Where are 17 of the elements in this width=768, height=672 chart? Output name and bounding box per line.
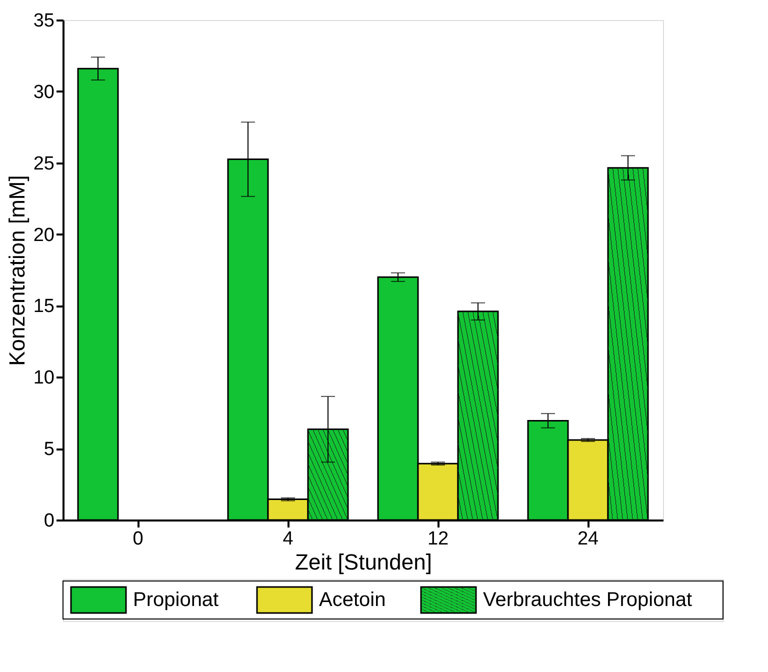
legend-label: Propionat	[133, 589, 220, 611]
x-axis-title: Zeit [Stunden]	[295, 550, 432, 574]
y-tick-label: 20	[33, 224, 54, 246]
y-axis-title: Konzentration [mM]	[4, 175, 30, 366]
y-tick-label: 30	[33, 82, 54, 103]
legend-label: Verbrauchtes Propionat	[483, 589, 692, 611]
y-tick-label: 15	[33, 296, 54, 318]
y-tick-label: 0	[44, 510, 54, 532]
x-tick-label: 0	[132, 528, 144, 550]
y-tick-label: 35	[33, 10, 54, 32]
x-tick-label: 24	[577, 528, 599, 550]
legend-label: Acetoin	[319, 589, 386, 611]
y-tick-label: 25	[33, 153, 54, 174]
x-tick-label: 4	[282, 528, 294, 550]
y-tick-label: 10	[33, 368, 54, 389]
x-tick-label: 12	[427, 528, 449, 550]
y-tick-label: 5	[44, 439, 54, 460]
